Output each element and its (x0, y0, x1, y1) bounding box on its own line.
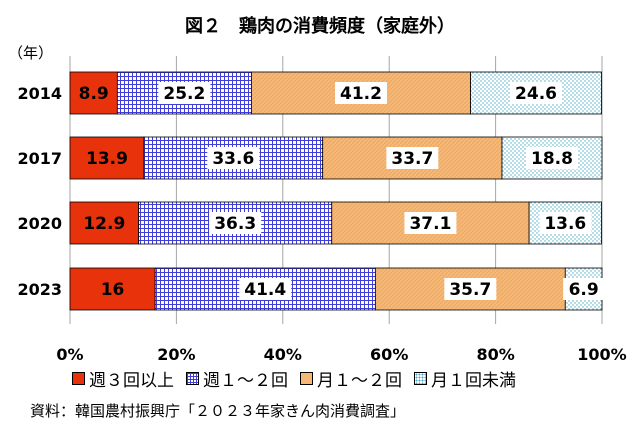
legend-swatch-weekly12 (186, 372, 199, 385)
source-note: 資料：韓国農村振興庁「２０２３年家きん肉消費調査」 (30, 402, 406, 420)
data-label: 37.1 (409, 214, 451, 234)
legend-item-monthly1: 月１回未満 (414, 366, 516, 391)
data-label: 6.9 (569, 280, 599, 300)
legend-label-weekly12: 週１～２回 (203, 371, 288, 391)
x-tick-label: 60% (370, 345, 408, 364)
y-category-label: 2014 (17, 84, 62, 103)
data-label-bg (335, 82, 388, 104)
data-label-bg (563, 278, 605, 300)
chart-title: 図２ 鶏肉の消費頻度（家庭外） (185, 16, 455, 37)
legend-item-weekly12: 週１～２回 (186, 366, 288, 391)
x-tick-label: 100% (577, 345, 626, 364)
y-category-label: 2020 (17, 214, 62, 233)
data-label: 24.6 (515, 84, 557, 104)
data-label-bg (209, 212, 262, 234)
legend-label-monthly1: 月１回未満 (431, 371, 516, 391)
data-label: 36.3 (214, 214, 256, 234)
data-label-bg (386, 147, 439, 169)
x-tick-label: 20% (157, 345, 195, 364)
data-label-bg (158, 82, 211, 104)
data-label: 16 (101, 280, 125, 300)
legend: 週３回以上 週１～２回 月１～２回 月１回未満 (72, 366, 528, 391)
legend-swatch-weekly3 (72, 372, 85, 385)
data-label-bg (444, 278, 497, 300)
bar-segment-weekly3 (69, 136, 145, 180)
data-label-bg (404, 212, 457, 234)
data-label: 18.8 (531, 149, 573, 169)
data-label-bg (510, 82, 563, 104)
data-label: 12.9 (83, 214, 125, 234)
legend-item-weekly3: 週３回以上 (72, 366, 174, 391)
data-label-bg (239, 278, 292, 300)
legend-swatch-monthly1 (414, 372, 427, 385)
y-category-label: 2023 (17, 280, 62, 299)
legend-label-monthly12: 月１～２回 (317, 371, 402, 391)
data-label: 33.7 (391, 149, 433, 169)
legend-swatch-monthly12 (300, 372, 313, 385)
data-label: 13.9 (86, 149, 128, 169)
year-unit-label: （年） (8, 44, 54, 62)
data-label: 35.7 (449, 280, 491, 300)
data-label-bg (207, 147, 260, 169)
data-label-bg (539, 212, 592, 234)
bar-segment-weekly3 (69, 71, 118, 115)
data-label: 41.4 (244, 280, 286, 300)
x-tick-label: 40% (264, 345, 302, 364)
x-tick-label: 0% (56, 345, 83, 364)
data-label: 8.9 (79, 84, 109, 104)
data-label: 25.2 (163, 84, 205, 104)
legend-item-monthly12: 月１～２回 (300, 366, 402, 391)
data-label: 41.2 (340, 84, 382, 104)
x-tick-label: 80% (476, 345, 514, 364)
legend-label-weekly3: 週３回以上 (89, 371, 174, 391)
data-label: 13.6 (544, 214, 586, 234)
data-label: 33.6 (212, 149, 254, 169)
y-category-label: 2017 (17, 149, 62, 168)
data-label-bg (525, 147, 578, 169)
